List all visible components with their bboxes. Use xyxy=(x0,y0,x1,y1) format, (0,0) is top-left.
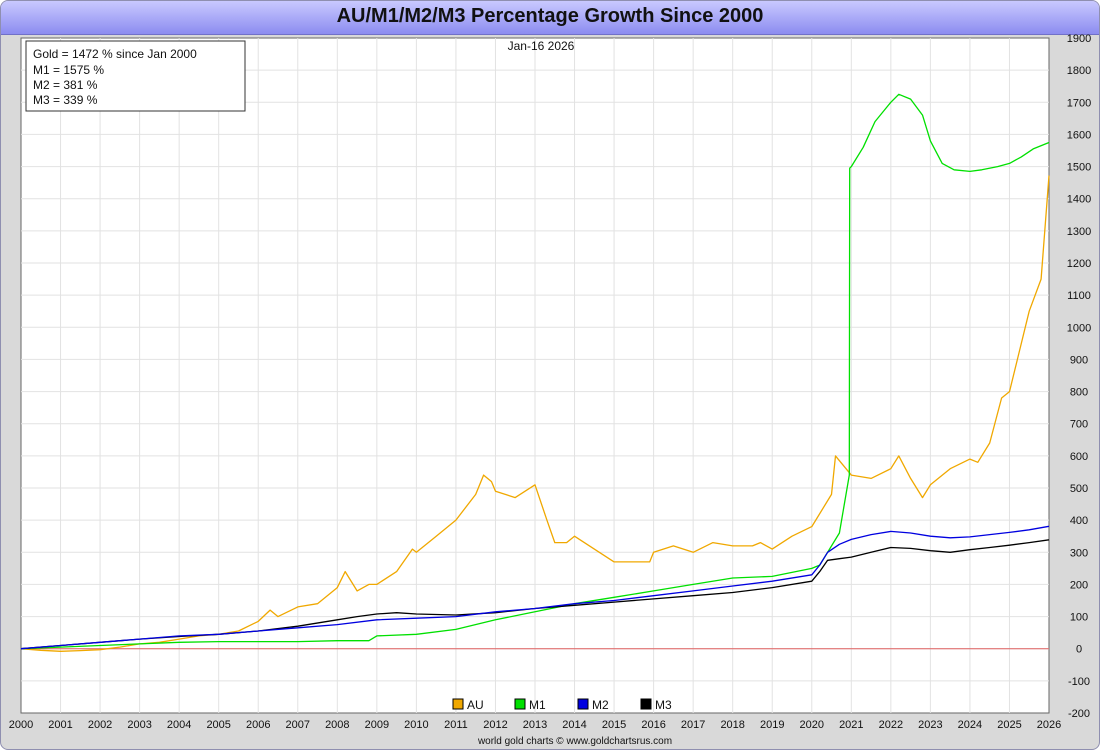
x-tick-label: 2024 xyxy=(958,719,982,731)
y-tick-label: -100 xyxy=(1068,676,1090,688)
x-tick-label: 2003 xyxy=(127,719,151,731)
x-tick-label: 2005 xyxy=(206,719,230,731)
x-tick-label: 2002 xyxy=(88,719,112,731)
y-tick-label: 900 xyxy=(1070,354,1088,366)
series-layer xyxy=(20,93,1050,652)
legend-label-m2: M2 xyxy=(592,698,609,712)
legend-label-au: AU xyxy=(467,698,484,712)
y-tick-label: 500 xyxy=(1070,483,1088,495)
info-box-frame xyxy=(25,40,246,112)
series-line-m2 xyxy=(20,525,1050,650)
y-tick-label: -200 xyxy=(1068,708,1090,720)
series-line-au xyxy=(20,175,1050,652)
chart-title: AU/M1/M2/M3 Percentage Growth Since 2000 xyxy=(336,5,764,27)
x-tick-label: 2017 xyxy=(681,719,705,731)
x-tick-label: 2015 xyxy=(602,719,626,731)
y-tick-label: 800 xyxy=(1070,387,1088,399)
info-gold: Gold = 1472 % since Jan 2000 xyxy=(33,47,197,61)
y-tick-label: 1200 xyxy=(1067,258,1091,270)
y-tick-label: 300 xyxy=(1070,547,1088,559)
y-tick-label: 100 xyxy=(1070,612,1088,624)
y-tick-label: 1300 xyxy=(1067,226,1091,238)
legend-swatch-au xyxy=(452,698,464,710)
x-tick-label: 2010 xyxy=(404,719,428,731)
y-tick-label: 200 xyxy=(1070,579,1088,591)
x-tick-label: 2001 xyxy=(48,719,72,731)
grid-layer xyxy=(21,38,1049,713)
legend-swatch-m2 xyxy=(577,698,589,710)
y-tick-label: 1400 xyxy=(1067,194,1091,206)
y-tick-label: 0 xyxy=(1076,644,1082,656)
legend: AU M1 M2 M3 xyxy=(452,698,672,712)
info-m2: M2 = 381 % xyxy=(33,78,98,92)
x-tick-label: 2025 xyxy=(997,719,1021,731)
date-label: Jan-16 2026 xyxy=(508,39,575,53)
x-tick-label: 2013 xyxy=(523,719,547,731)
y-tick-label: 1100 xyxy=(1067,290,1091,302)
x-tick-label: 2008 xyxy=(325,719,349,731)
x-tick-label: 2007 xyxy=(286,719,310,731)
y-axis-tick-labels: -200 -100 0 100 200 300 400 500 600 700 800 900 1000… xyxy=(1067,33,1091,720)
x-tick-label: 2016 xyxy=(641,719,665,731)
credit-text: world gold charts © www.goldchartsrus.co… xyxy=(477,736,672,747)
x-tick-label: 2022 xyxy=(879,719,903,731)
y-tick-label: 1900 xyxy=(1067,33,1091,45)
x-axis-tick-labels: 2000 2001 2002 2003 2004 2005 2006 2007 2008 2009… xyxy=(9,719,1061,731)
x-tick-label: 2020 xyxy=(800,719,824,731)
x-tick-label: 2026 xyxy=(1037,719,1061,731)
x-tick-label: 2004 xyxy=(167,719,191,731)
series-line-m1 xyxy=(20,93,1050,650)
info-box: Gold = 1472 % since Jan 2000 M1 = 1575 %… xyxy=(25,40,246,112)
info-m1: M1 = 1575 % xyxy=(33,63,104,77)
x-tick-label: 2014 xyxy=(562,719,586,731)
x-tick-label: 2018 xyxy=(720,719,744,731)
y-tick-label: 600 xyxy=(1070,451,1088,463)
y-tick-label: 1800 xyxy=(1067,65,1091,77)
x-tick-label: 2023 xyxy=(918,719,942,731)
y-tick-label: 1000 xyxy=(1067,322,1091,334)
y-tick-label: 700 xyxy=(1070,419,1088,431)
x-tick-label: 2006 xyxy=(246,719,270,731)
x-tick-label: 2019 xyxy=(760,719,784,731)
x-tick-label: 2021 xyxy=(839,719,863,731)
x-tick-label: 2009 xyxy=(365,719,389,731)
legend-label-m3: M3 xyxy=(655,698,672,712)
y-tick-label: 1500 xyxy=(1067,162,1091,174)
legend-label-m1: M1 xyxy=(529,698,546,712)
x-tick-label: 2011 xyxy=(444,719,468,731)
y-tick-label: 400 xyxy=(1070,515,1088,527)
x-tick-label: 2000 xyxy=(9,719,33,731)
legend-swatch-m1 xyxy=(514,698,526,710)
info-m3: M3 = 339 % xyxy=(33,93,98,107)
chart-title-bar: AU/M1/M2/M3 Percentage Growth Since 2000 xyxy=(1,1,1099,35)
y-tick-label: 1600 xyxy=(1067,129,1091,141)
legend-swatch-m3 xyxy=(640,698,652,710)
y-tick-label: 1700 xyxy=(1067,97,1091,109)
x-tick-label: 2012 xyxy=(483,719,507,731)
